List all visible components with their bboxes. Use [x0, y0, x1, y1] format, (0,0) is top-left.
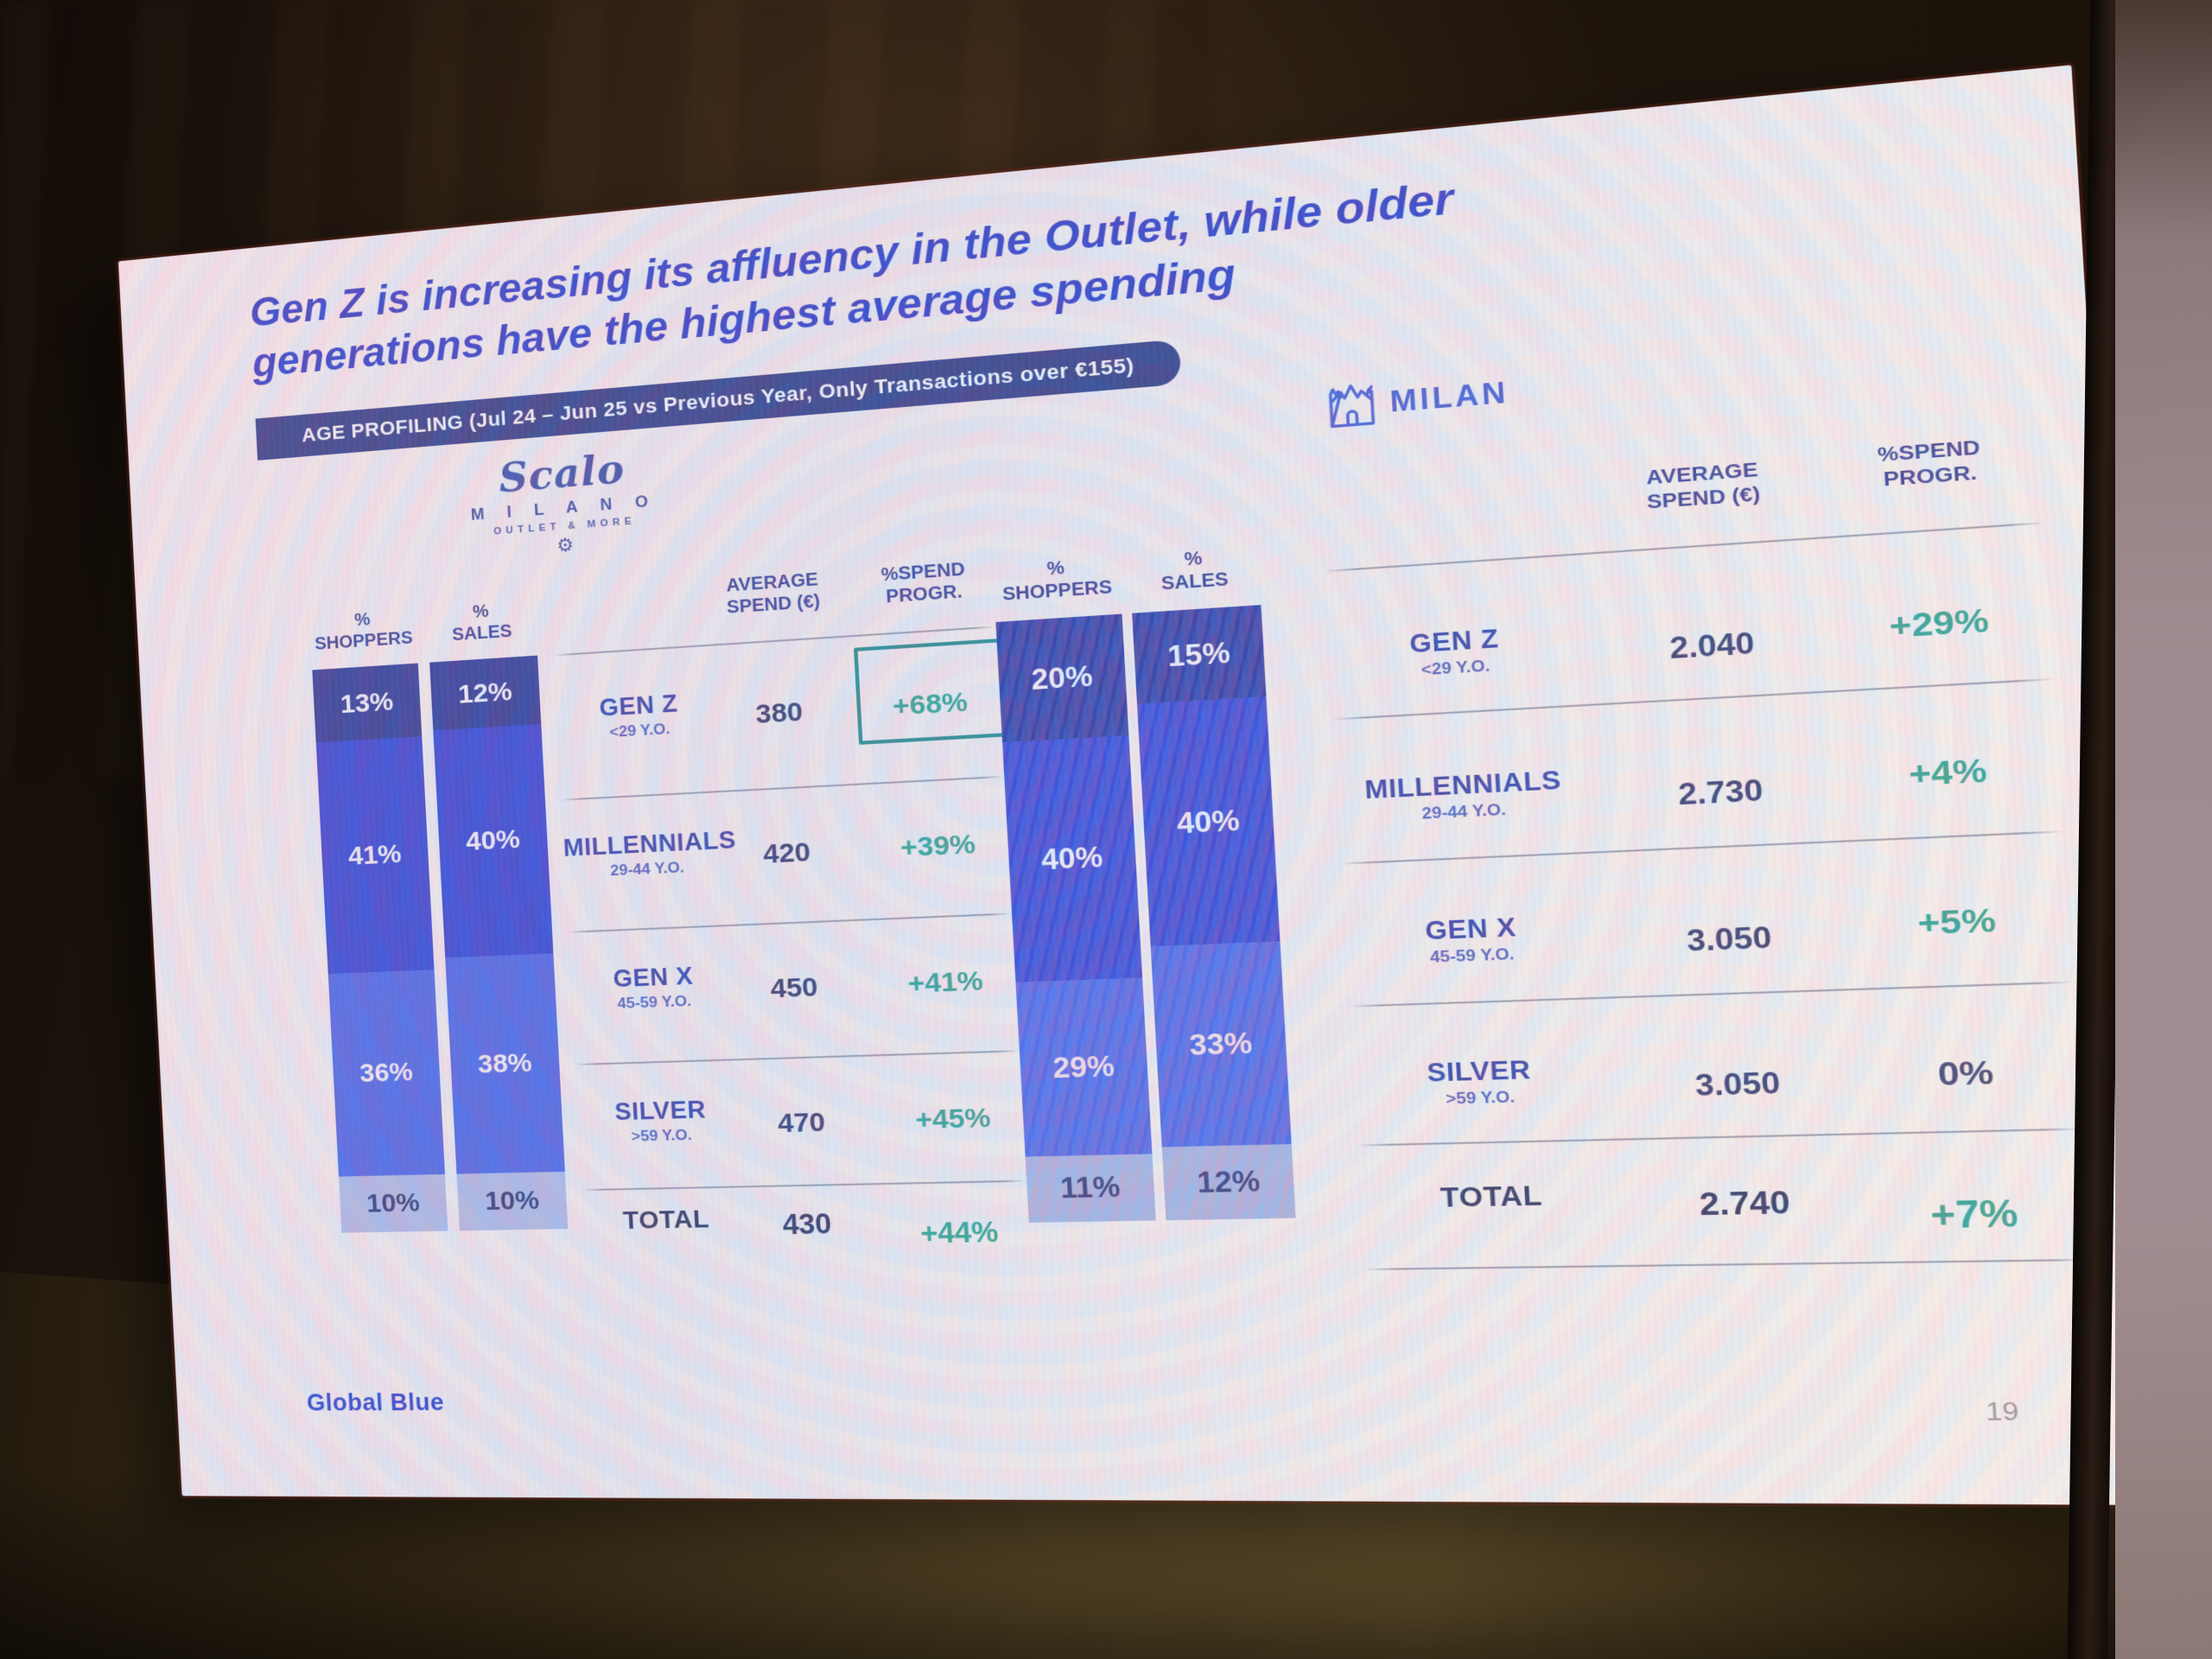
row-divider — [1362, 1258, 2090, 1271]
total-progr-value: +44% — [919, 1216, 1000, 1250]
avg-spend-value: 450 — [769, 972, 819, 1004]
avg-spend-value: 2.040 — [1669, 626, 1756, 665]
row-label: GEN X — [612, 962, 694, 993]
bar-segment-genx: 38% — [445, 953, 565, 1174]
bar-segment-label: 40% — [1040, 841, 1104, 877]
bar-segment-genx: 29% — [1015, 977, 1153, 1157]
avg-spend-value: 3.050 — [1685, 920, 1773, 958]
global-blue-logo: Global Blue — [306, 1389, 445, 1416]
total-label: TOTAL — [622, 1205, 710, 1235]
bar-segment-label: 36% — [359, 1057, 414, 1089]
bar-segment-label: 12% — [1196, 1165, 1262, 1199]
bar-segment-label: 15% — [1166, 635, 1231, 673]
scalo-shoppers-bar: 13% 41% 36% 10% — [312, 663, 448, 1233]
row-divider — [1331, 677, 2056, 721]
row-divider — [560, 775, 1005, 801]
bar-segment-millennials: 41% — [315, 736, 435, 974]
bar-segment-millennials: 40% — [1002, 734, 1143, 982]
row-label-millennials: MILLENNIALS 29-44 Y.O. — [1352, 765, 1576, 826]
bar-segment-genx: 33% — [1150, 941, 1292, 1147]
bar-segment-label: 33% — [1188, 1027, 1254, 1062]
spend-progr-value: +29% — [1888, 601, 1990, 645]
bar-segment-label: 40% — [465, 824, 521, 857]
spend-progr-value: 0% — [1936, 1053, 1995, 1094]
row-sublabel: 45-59 Y.O. — [617, 992, 692, 1013]
bar-segment-label: 13% — [340, 686, 395, 720]
row-label-silver: SILVER >59 Y.O. — [1368, 1053, 1592, 1110]
spend-progr-value: +39% — [899, 829, 976, 863]
wall — [2115, 0, 2212, 1659]
page-number: 19 — [1985, 1395, 2020, 1427]
bar-segment-label: 11% — [1059, 1171, 1122, 1205]
bar-segment-label: 41% — [347, 839, 403, 872]
row-label: SILVER — [613, 1096, 707, 1126]
bar-segment-silver: 10% — [339, 1173, 448, 1233]
milan-logo: MILAN — [1325, 371, 1510, 429]
bar-segment-silver: 10% — [456, 1171, 569, 1231]
avg-spend-value: 380 — [754, 696, 804, 730]
row-divider — [1347, 981, 2074, 1007]
scalo-sales-bar: 12% 40% 38% 10% — [429, 655, 569, 1231]
spend-progr-value: +4% — [1907, 752, 1988, 794]
bar-segment-genz: 13% — [312, 663, 423, 743]
avg-spend-value: 420 — [762, 836, 811, 870]
avg-spend-value: 3.050 — [1694, 1065, 1782, 1103]
bar-segment-label: 10% — [484, 1185, 540, 1217]
milan-avg-spend-header: AVERAGE SPEND (€) — [1604, 455, 1802, 518]
row-sublabel: >59 Y.O. — [1445, 1087, 1516, 1109]
scalo-sales-column-header: % SALES — [409, 597, 555, 649]
milan-logo-text: MILAN — [1389, 375, 1510, 419]
bar-segment-label: 40% — [1175, 804, 1241, 840]
scalo-milano-logo: Scalo M I L A N O OUTLET & MORE ⚙ — [443, 442, 686, 565]
avg-spend-value: 2.730 — [1677, 772, 1764, 812]
bar-segment-genz: 20% — [995, 613, 1129, 742]
row-label-silver: SILVER >59 Y.O. — [576, 1095, 746, 1147]
row-divider — [568, 912, 1013, 933]
row-label-genz: GEN Z <29 Y.O. — [1344, 620, 1567, 684]
bar-segment-genx: 36% — [327, 969, 445, 1177]
spend-progr-value: +5% — [1916, 901, 1998, 943]
spend-progr-value: +45% — [914, 1103, 992, 1135]
row-label: SILVER — [1426, 1055, 1532, 1088]
bar-segment-label: 20% — [1030, 659, 1094, 696]
total-avg-value: 2.740 — [1698, 1184, 1791, 1223]
row-label-millennials: MILLENNIALS 29-44 Y.O. — [563, 826, 737, 882]
row-sublabel: >59 Y.O. — [631, 1126, 693, 1145]
total-label: TOTAL — [1440, 1180, 1543, 1214]
bar-segment-genz: 12% — [429, 655, 542, 731]
row-divider — [575, 1050, 1020, 1066]
bar-segment-millennials: 40% — [1136, 696, 1281, 947]
row-divider — [1322, 521, 2046, 573]
bar-segment-label: 12% — [457, 676, 513, 709]
row-divider — [1339, 830, 2065, 865]
spend-progr-value: +41% — [906, 965, 984, 1000]
bar-segment-label: 38% — [476, 1047, 533, 1079]
duomo-icon — [1325, 381, 1379, 429]
milan-sales-bar: 15% 40% 33% 12% — [1132, 605, 1296, 1221]
bar-segment-silver: 11% — [1025, 1154, 1156, 1223]
total-progr-value: +7% — [1929, 1193, 2019, 1237]
row-divider — [581, 1179, 1027, 1192]
bar-segment-label: 10% — [365, 1187, 421, 1218]
presentation-screen: Gen Z is increasing its affluency in the… — [118, 65, 2158, 1505]
row-label-genx: GEN X 45-59 Y.O. — [1360, 910, 1584, 969]
bar-segment-genz: 15% — [1132, 605, 1267, 704]
bar-segment-label: 29% — [1052, 1049, 1116, 1084]
bar-segment-millennials: 40% — [433, 724, 554, 958]
milan-sales-column-header: % SALES — [1103, 543, 1286, 599]
total-avg-value: 430 — [781, 1207, 833, 1241]
row-label-genx: GEN X 45-59 Y.O. — [569, 961, 739, 1014]
bar-segment-silver: 12% — [1161, 1144, 1296, 1221]
row-divider — [1355, 1128, 2082, 1147]
row-label-genz: GEN Z <29 Y.O. — [556, 687, 724, 744]
avg-spend-value: 470 — [777, 1107, 826, 1139]
scalo-avg-spend-header: AVERAGE SPEND (€) — [696, 568, 849, 621]
milan-spend-progr-header: %SPEND PROGR. — [1827, 432, 2033, 496]
